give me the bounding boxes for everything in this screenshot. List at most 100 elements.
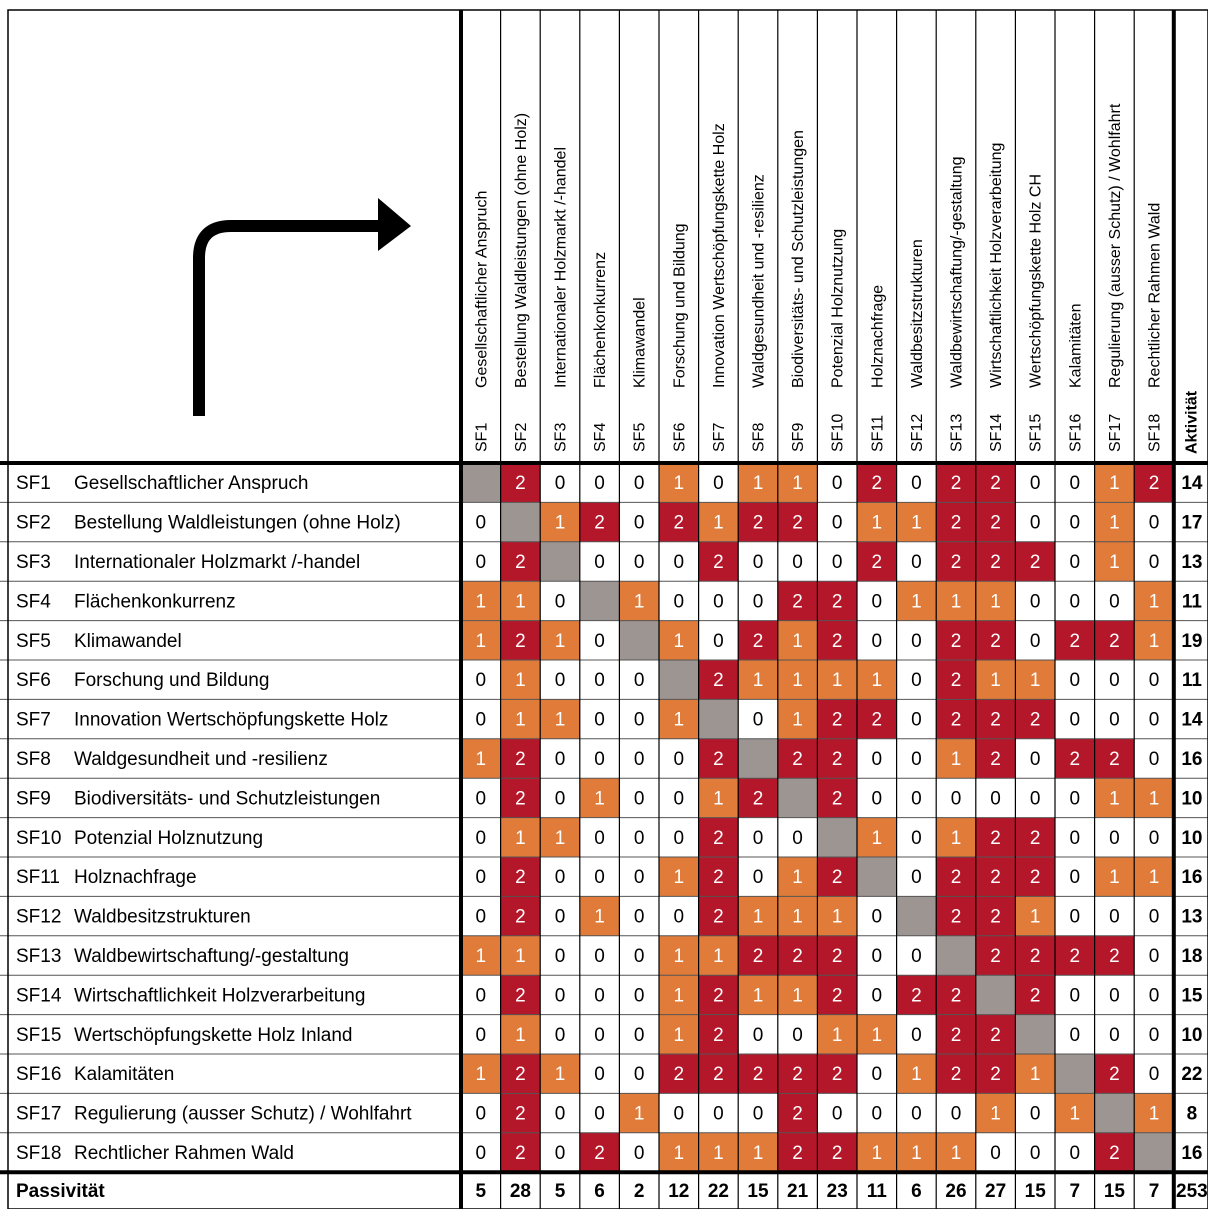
matrix-cell [619, 541, 659, 582]
diagonal-cell [1055, 1054, 1095, 1094]
cell-value: 2 [713, 749, 724, 770]
cell-value: 0 [1030, 591, 1041, 612]
cell-value: 0 [1070, 1025, 1081, 1046]
matrix-cell [857, 660, 897, 700]
row-total: 8 [1187, 1104, 1198, 1125]
cell-value: 2 [515, 552, 526, 573]
cell-value: 2 [1109, 1143, 1120, 1164]
matrix-cell [1015, 896, 1055, 936]
matrix-cell [777, 541, 818, 582]
matrix-cell [579, 738, 620, 779]
cell-value: 0 [911, 473, 922, 494]
row-label: Regulierung (ausser Schutz) / Wohlfahrt [74, 1104, 412, 1125]
cell-value: 0 [674, 907, 685, 928]
column-label: Holznachfrage [869, 285, 886, 388]
matrix-cell [857, 502, 897, 542]
cell-value: 2 [990, 1064, 1001, 1085]
cell-value: 2 [792, 1064, 803, 1085]
cell-value: 2 [594, 513, 605, 534]
matrix-cell [777, 935, 818, 976]
cell-value: 1 [1109, 788, 1120, 809]
column-code: SF13 [949, 414, 966, 452]
matrix-cell [579, 1132, 620, 1173]
cell-value: 0 [911, 710, 922, 731]
grand-total: 253 [1176, 1181, 1208, 1202]
matrix-cell [698, 1054, 739, 1094]
matrix-cell [540, 463, 580, 503]
matrix-cell [896, 1132, 937, 1173]
row-code: SF16 [16, 1064, 61, 1085]
matrix-cell [738, 1014, 778, 1054]
matrix-cell [1094, 738, 1135, 779]
matrix-cell [975, 699, 1016, 739]
diagonal-cell [777, 778, 818, 818]
matrix-cell [461, 581, 501, 621]
cell-value: 0 [1070, 513, 1081, 534]
cell-value: 2 [872, 473, 883, 494]
column-total: 7 [1149, 1181, 1160, 1202]
cell-value: 0 [594, 552, 605, 573]
cell-value: 2 [990, 631, 1001, 652]
cell-value: 2 [951, 513, 962, 534]
matrix-cell [817, 738, 857, 779]
column-total: 26 [945, 1181, 966, 1202]
matrix-cell [777, 1014, 818, 1054]
matrix-cell [936, 778, 976, 818]
cell-value: 2 [792, 1143, 803, 1164]
cell-value: 1 [713, 788, 724, 809]
cell-value: 1 [555, 1064, 566, 1085]
matrix-cell [1134, 1093, 1174, 1133]
cell-value: 0 [476, 867, 487, 888]
matrix-cell [698, 1093, 739, 1133]
matrix-cell [1055, 699, 1095, 739]
matrix-cell [896, 817, 937, 857]
matrix-cell [1055, 975, 1095, 1015]
cell-value: 1 [674, 946, 685, 967]
cell-value: 0 [476, 1104, 487, 1125]
cell-value: 0 [674, 749, 685, 770]
column-label: Potenzial Holznutzung [830, 229, 847, 388]
matrix-cell [857, 817, 897, 857]
cell-value: 2 [674, 513, 685, 534]
row-code: SF18 [16, 1143, 61, 1164]
matrix-cell [579, 778, 620, 818]
cell-value: 0 [872, 1104, 883, 1125]
column-code: SF6 [671, 423, 688, 452]
diagonal-cell [659, 660, 699, 700]
matrix-cell [1015, 1054, 1055, 1094]
matrix-cell [540, 660, 580, 700]
cell-value: 1 [951, 1143, 962, 1164]
cell-value: 2 [753, 788, 764, 809]
cell-value: 0 [476, 552, 487, 573]
matrix-cell [1134, 975, 1174, 1015]
cell-value: 2 [515, 1143, 526, 1164]
matrix-cell [857, 896, 897, 936]
matrix-cell [1094, 778, 1135, 818]
cell-value: 0 [634, 946, 645, 967]
matrix-cell [579, 502, 620, 542]
matrix-cell [1055, 1014, 1095, 1054]
cell-value: 0 [1030, 473, 1041, 494]
matrix-cell [698, 1014, 739, 1054]
matrix-cell [619, 1014, 659, 1054]
matrix-cell [461, 502, 501, 542]
matrix-cell [936, 817, 976, 857]
cell-value: 0 [832, 473, 843, 494]
row-label: Rechtlicher Rahmen Wald [74, 1143, 294, 1164]
matrix-cell [1055, 778, 1095, 818]
matrix-cell [579, 541, 620, 582]
cell-value: 2 [990, 749, 1001, 770]
cell-value: 0 [476, 513, 487, 534]
matrix-cell [975, 778, 1016, 818]
matrix-cell [659, 778, 699, 818]
matrix-cell [1015, 581, 1055, 621]
cell-value: 0 [555, 1025, 566, 1046]
matrix-cell [500, 778, 541, 818]
matrix-cell [659, 541, 699, 582]
matrix-cell [1055, 502, 1095, 542]
cell-value: 2 [990, 1025, 1001, 1046]
cell-value: 0 [634, 670, 645, 691]
cell-value: 1 [634, 1104, 645, 1125]
matrix-cell [738, 620, 778, 660]
row-label: Gesellschaftlicher Anspruch [74, 473, 308, 494]
